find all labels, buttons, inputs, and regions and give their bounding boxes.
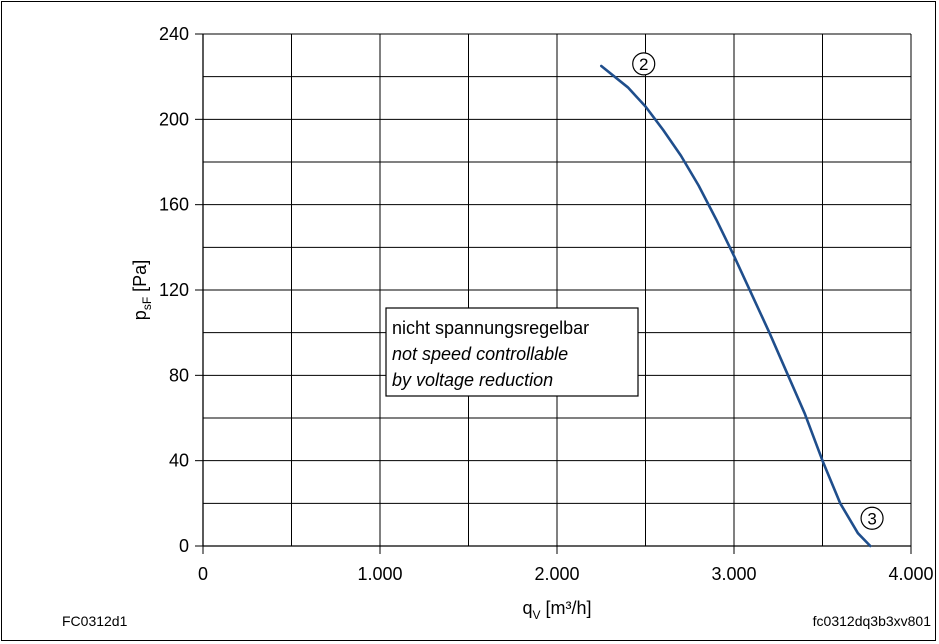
y-tick-label: 80 xyxy=(169,365,189,385)
point-marker-circle xyxy=(632,52,656,76)
y-axis-label: psF [Pa] xyxy=(130,260,154,320)
x-axis-label-main: q xyxy=(522,598,532,618)
y-tick-label: 0 xyxy=(179,536,189,556)
footer-left-code: FC0312d1 xyxy=(62,613,128,629)
point-marker-label: 3 xyxy=(867,509,876,528)
y-tick-label: 120 xyxy=(159,280,189,300)
x-axis-label-sub: V xyxy=(532,608,540,622)
y-tick-label: 40 xyxy=(169,451,189,471)
markers-layer: 23 xyxy=(632,52,884,530)
y-axis-label-sub: sF xyxy=(140,297,154,310)
annotation-line-2: not speed controllable xyxy=(392,344,568,364)
x-tick-label: 1.000 xyxy=(357,564,402,584)
x-axis: 0 1.000 2.000 3.000 4.000 xyxy=(198,546,934,584)
x-axis-label: qV [m³/h] xyxy=(522,598,591,622)
point-marker-label: 2 xyxy=(639,55,648,74)
x-tick-label: 2.000 xyxy=(534,564,579,584)
x-tick-label: 0 xyxy=(198,564,208,584)
annotation-box: nicht spannungsregelbar not speed contro… xyxy=(385,307,639,397)
y-tick-label: 160 xyxy=(159,195,189,215)
annotation-rect xyxy=(385,307,639,397)
y-axis-label-unit: [Pa] xyxy=(130,260,150,297)
annotation-line-1: nicht spannungsregelbar xyxy=(392,318,589,338)
point-marker-circle xyxy=(860,506,884,530)
x-axis-label-unit: [m³/h] xyxy=(541,598,592,618)
series-line xyxy=(599,64,872,548)
y-tick-label: 200 xyxy=(159,109,189,129)
y-axis: 0 40 80 120 160 200 240 xyxy=(159,24,203,556)
series-layer xyxy=(599,64,872,548)
x-tick-label: 4.000 xyxy=(888,564,933,584)
x-tick-label: 3.000 xyxy=(711,564,756,584)
y-axis-label-main: p xyxy=(130,310,150,320)
footer-right-code: fc0312dq3b3xv801 xyxy=(813,613,932,629)
grid xyxy=(202,33,912,547)
annotation-line-3: by voltage reduction xyxy=(392,370,553,390)
y-tick-label: 240 xyxy=(159,24,189,44)
